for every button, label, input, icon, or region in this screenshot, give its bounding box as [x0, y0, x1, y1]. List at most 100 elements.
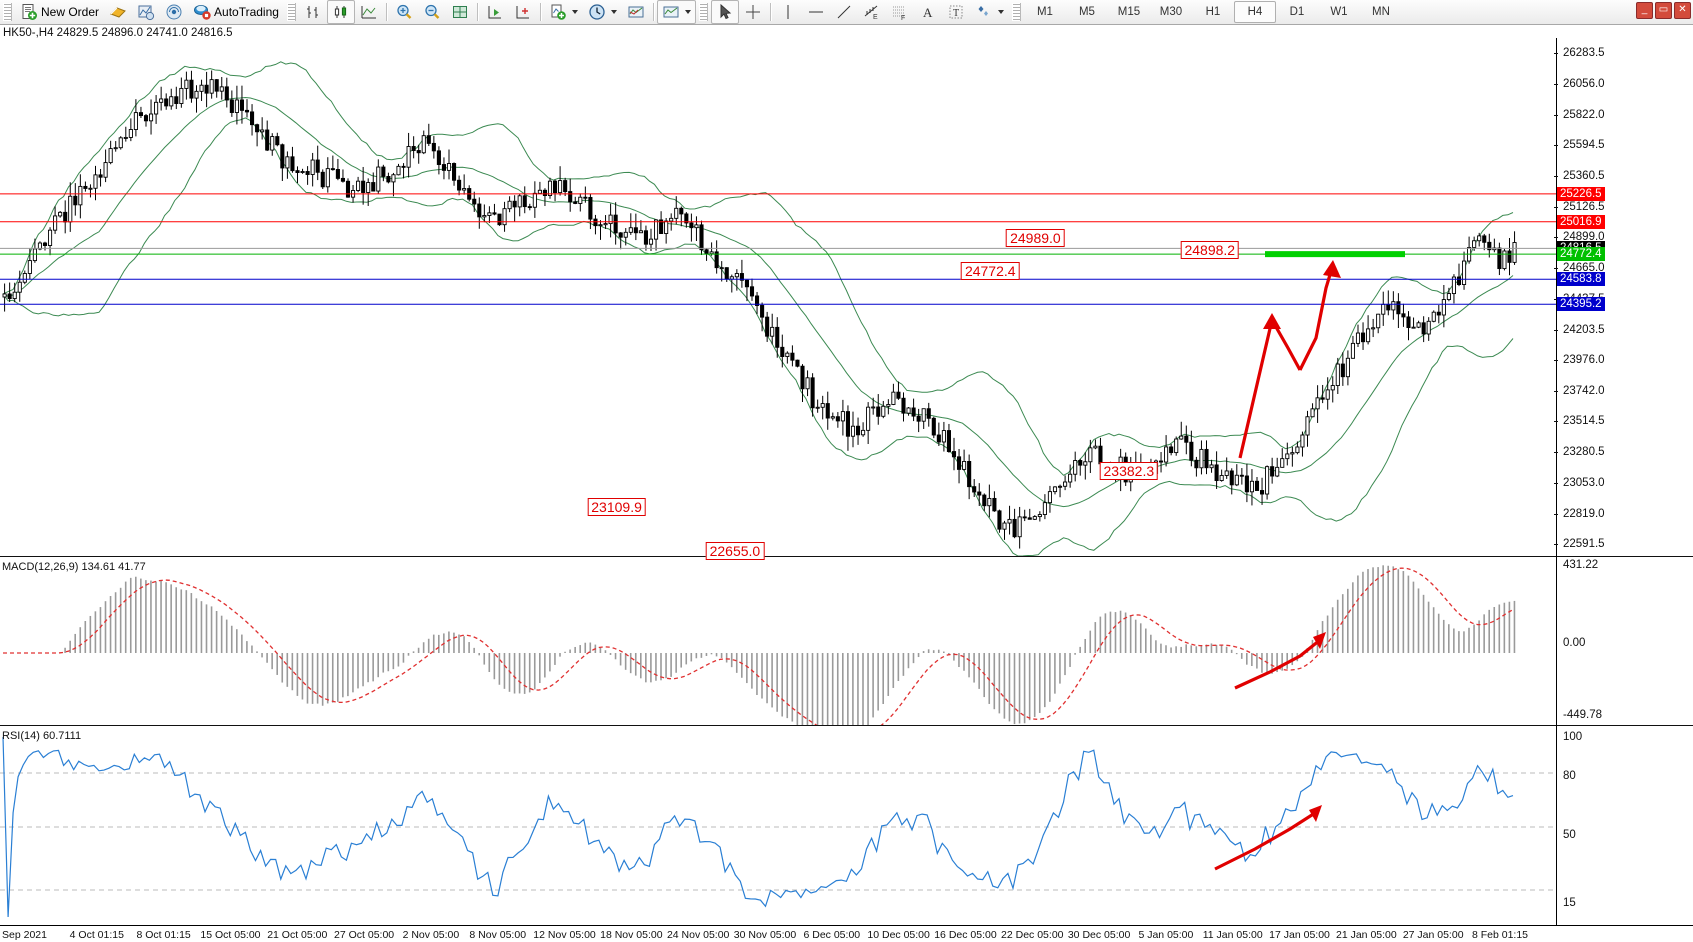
price-tag-support[interactable]: 24583.8 — [1557, 272, 1605, 287]
price-annotation-label[interactable]: 23109.9 — [587, 497, 646, 516]
toolbar-separator-3 — [539, 3, 541, 21]
auto-scroll-icon — [516, 6, 529, 19]
fibonacci-button[interactable]: F — [886, 0, 914, 24]
projection-arrow-wave-1[interactable] — [1238, 315, 1302, 459]
time-axis-label: 2 Nov 05:00 — [402, 929, 460, 941]
time-axis-label: 8 Nov 05:00 — [469, 929, 527, 941]
macd-axis-label-zero: 0.00 — [1563, 637, 1586, 649]
period-dropdown-arrow[interactable] — [610, 10, 617, 14]
price-annotation-label[interactable]: 22655.0 — [705, 541, 765, 560]
text-button[interactable]: A — [914, 0, 942, 24]
signals-button[interactable] — [160, 0, 188, 24]
grid-button[interactable] — [446, 0, 474, 24]
chart-shift-button[interactable] — [481, 0, 509, 24]
rsi-pane[interactable]: RSI(14) 60.7111 — [0, 729, 1693, 924]
timeframe-h1-button[interactable]: H1 — [1205, 6, 1221, 18]
toolbar-separator-5 — [769, 3, 771, 21]
price-axis-tick — [1554, 176, 1558, 178]
shapes-dropdown-arrow[interactable] — [997, 10, 1004, 14]
price-tag-resistance[interactable]: 25016.9 — [1557, 214, 1605, 229]
price-tag-support[interactable]: 24395.2 — [1557, 297, 1605, 312]
indicators-dropdown-arrow[interactable] — [571, 10, 578, 14]
price-annotation-label[interactable]: 24989.0 — [1006, 229, 1065, 248]
timeframe-m30-button[interactable]: M30 — [1159, 6, 1183, 18]
window-minimize-button[interactable]: _ — [1636, 2, 1653, 19]
toolbar-grip-4[interactable] — [1011, 3, 1021, 21]
projection-arrow-wave-2[interactable] — [1298, 267, 1334, 371]
timeframe-w1-button[interactable]: W1 — [1330, 6, 1348, 18]
rsi-axis-label: 50 — [1563, 828, 1576, 841]
horizontal-line-button[interactable] — [802, 0, 830, 24]
price-axis-tick — [1554, 482, 1558, 484]
auto-scroll-button[interactable] — [509, 0, 537, 24]
window-restore-button[interactable]: ▭ — [1655, 2, 1672, 19]
price-chart-canvas[interactable] — [0, 38, 1557, 556]
rsi-arrow-head — [1309, 805, 1322, 822]
candlestick-chart-button[interactable] — [326, 0, 355, 24]
timeframe-h4-button[interactable]: H4 — [1233, 1, 1276, 23]
bar-chart-button[interactable] — [299, 0, 327, 24]
price-axis-tick — [1554, 114, 1558, 116]
timeframe-m5-button[interactable]: M5 — [1078, 6, 1095, 18]
timeframe-m15-button[interactable]: M15 — [1117, 6, 1141, 18]
timeframe-mn-button[interactable]: MN — [1372, 6, 1390, 18]
zoom-in-button[interactable] — [390, 0, 418, 24]
trendline-button[interactable] — [830, 0, 858, 24]
price-axis-label: 23514.5 — [1563, 415, 1605, 428]
time-axis-label: 16 Dec 05:00 — [934, 929, 997, 941]
rsi-projection-arrow[interactable] — [1214, 811, 1316, 871]
toolbar-separator-2 — [476, 3, 478, 21]
price-axis-label: 26056.0 — [1563, 77, 1605, 90]
shapes-button[interactable] — [970, 0, 1009, 24]
market-watch-button[interactable] — [132, 0, 160, 24]
expert-advisors-icon — [110, 7, 126, 18]
toolbar-grip[interactable] — [3, 3, 12, 21]
price-pane[interactable] — [0, 38, 1693, 556]
time-scale[interactable]: Sep 2021 4 Oct 01:15 8 Oct 01:15 15 Oct 05:… — [0, 925, 1693, 942]
indicators-button[interactable] — [544, 0, 583, 24]
timeframe-d1-button[interactable]: D1 — [1289, 6, 1305, 18]
timeframe-m1-button[interactable]: M1 — [1036, 6, 1053, 18]
autotrading-button[interactable]: AutoTrading — [188, 0, 284, 24]
window-controls: _ ▭ ✕ — [1636, 2, 1691, 19]
time-axis-label: 30 Nov 05:00 — [733, 929, 797, 941]
vertical-line-button[interactable] — [774, 0, 802, 24]
toolbar-grip-2[interactable] — [286, 3, 296, 21]
template-dropdown-arrow[interactable] — [684, 10, 691, 14]
expert-advisors-button[interactable] — [104, 0, 132, 24]
zoom-in-icon — [397, 4, 412, 19]
rsi-chart-canvas[interactable] — [0, 729, 1557, 924]
cursor-button[interactable] — [710, 0, 739, 24]
templates-button[interactable] — [622, 0, 650, 24]
macd-pane[interactable]: MACD(12,26,9) 134.61 41.77 — [0, 560, 1693, 725]
crosshair-button[interactable] — [739, 0, 767, 24]
macd-histogram — [64, 565, 1516, 725]
templates-selector-button[interactable] — [656, 0, 696, 24]
price-scale[interactable]: 26283.5 26056.0 25822.0 25594.5 25360.5 25126… — [1554, 38, 1693, 938]
price-annotation-label[interactable]: 24772.4 — [960, 261, 1020, 280]
text-label-button[interactable]: T — [942, 0, 970, 24]
time-axis-label: 10 Dec 05:00 — [867, 929, 930, 941]
chart-area[interactable]: HK50-,H4 24829.5 24896.0 24741.0 24816.5… — [0, 25, 1693, 942]
price-axis-label: 23742.0 — [1563, 385, 1605, 398]
macd-chart-canvas[interactable] — [0, 560, 1557, 725]
window-close-button[interactable]: ✕ — [1674, 2, 1691, 19]
price-tag-resistance[interactable]: 25226.5 — [1557, 186, 1605, 201]
line-chart-button[interactable] — [355, 0, 383, 24]
clock-icon — [589, 4, 605, 20]
elliott-wave-button[interactable]: E — [858, 0, 886, 24]
time-axis-label: 21 Oct 05:00 — [267, 929, 328, 941]
period-button[interactable] — [583, 0, 622, 24]
cursor-icon — [720, 3, 732, 20]
price-axis-label: 24665.0 — [1563, 262, 1605, 275]
toolbar-grip-3[interactable] — [698, 3, 708, 21]
new-order-button[interactable]: New Order — [15, 0, 104, 24]
autotrading-label: AutoTrading — [214, 5, 279, 19]
macd-projection-arrow[interactable] — [1234, 638, 1321, 690]
zoom-out-button[interactable] — [418, 0, 446, 24]
price-tag-target[interactable]: 24772.4 — [1557, 247, 1605, 262]
price-annotation-label[interactable]: 24898.2 — [1180, 241, 1240, 259]
price-annotation-label[interactable]: 23382.3 — [1099, 461, 1159, 480]
price-axis-label: 25360.5 — [1563, 170, 1605, 183]
time-axis-label: 8 Oct 01:15 — [136, 929, 191, 941]
